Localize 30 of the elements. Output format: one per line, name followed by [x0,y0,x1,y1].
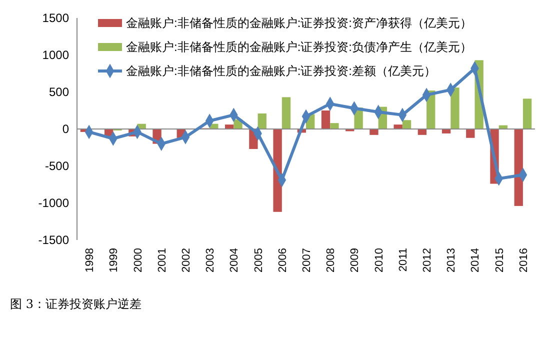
x-tick-label: 2015 [494,248,506,272]
x-tick-label: 2010 [373,248,386,272]
x-tick-label: 2009 [349,248,362,272]
legend-label: 金融账户:非储备性质的金融账户:证券投资:资产净获得（亿美元） [126,16,472,30]
caption: 图 3：证券投资账户逆差 [10,297,142,311]
legend-label: 金融账户:非储备性质的金融账户:证券投资:负债净产生（亿美元） [126,40,472,54]
y-tick-label: -1000 [38,196,70,210]
x-tick-label: 2011 [397,248,410,272]
x-tick-label: 2001 [156,248,168,272]
x-tick-label: 2012 [422,248,434,272]
x-tick-label: 2007 [301,248,313,272]
x-tick-label: 2008 [325,248,338,272]
x-tick-label: 2016 [518,248,530,272]
x-tick-label: 2005 [252,248,265,272]
x-tick-label: 1999 [108,248,120,272]
x-tick-label: 1998 [84,248,96,272]
y-tick-label: -1500 [38,233,70,248]
x-tick-label: 2003 [204,248,217,272]
y-tick-label: 1500 [42,11,70,26]
x-tick-label: 2014 [470,248,482,272]
x-tick-label: 2000 [132,248,144,272]
y-tick-label: 500 [48,85,70,100]
y-tick-label: -500 [44,159,70,174]
legend-label: 金融账户:非储备性质的金融账户:证券投资:差额（亿美元） [126,64,436,78]
y-tick-label: 1000 [42,48,70,62]
x-tick-label: 2002 [180,248,192,272]
x-tick-label: 2006 [276,248,289,272]
y-tick-label: 0 [62,122,70,136]
x-tick-label: 2004 [228,248,241,272]
x-tick-label: 2013 [446,248,458,272]
